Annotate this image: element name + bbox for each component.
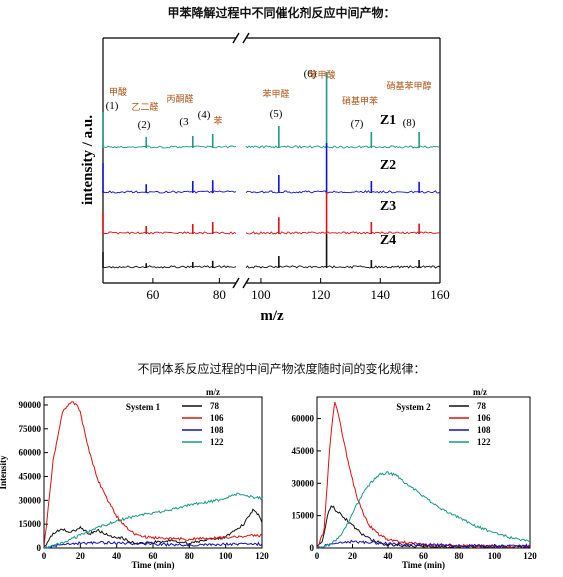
y-tick-label: 45000 bbox=[19, 471, 42, 481]
axis-break-mark bbox=[242, 32, 250, 44]
x-tick-label: 80 bbox=[185, 551, 195, 561]
peak-id-label: (7) bbox=[351, 118, 364, 130]
peak-id-label: (8) bbox=[403, 117, 416, 129]
system2-chart: 0 20 40 60 80 100 120 0 15000 30000 45000 60000 Time… bbox=[292, 387, 538, 570]
x-tick-label: 40 bbox=[112, 551, 122, 561]
spectrum-series-label: Z2 bbox=[380, 158, 396, 173]
top-title: 甲苯降解过程中不同催化剂反应中间产物： bbox=[167, 6, 396, 20]
peak-name-label: 甲酸 bbox=[109, 87, 127, 98]
spectrum-y-label: intensity / a.u. bbox=[80, 115, 96, 205]
legend-title: m/z bbox=[473, 387, 487, 397]
axis-break-mark bbox=[242, 277, 250, 289]
series-line-122 bbox=[43, 492, 263, 549]
spectrum-series-label: Z3 bbox=[380, 199, 396, 214]
plot-frame bbox=[316, 396, 531, 549]
axis-break-mark bbox=[232, 32, 240, 44]
x-tick-label: 0 bbox=[42, 551, 47, 561]
spectrum-x-tick-label: 120 bbox=[311, 287, 331, 302]
spectrum-baseline-Z4 bbox=[102, 265, 441, 269]
peak-name-label: 乙二醛 bbox=[131, 101, 158, 113]
x-tick-label: 20 bbox=[76, 551, 86, 561]
series-line-106 bbox=[43, 401, 263, 548]
x-tick-label: 60 bbox=[149, 551, 159, 561]
x-tick-label: 100 bbox=[219, 551, 233, 561]
x-tick-label: 120 bbox=[255, 551, 269, 561]
peak-name-label: 苯甲酸 bbox=[308, 69, 335, 81]
peak-name-label: 苯 bbox=[213, 115, 222, 127]
y-tick-label: 60000 bbox=[19, 448, 42, 458]
peak-name-label: 苯甲醛 bbox=[262, 88, 289, 100]
x-tick-label: 100 bbox=[488, 551, 502, 561]
peak-name-label: 硝基苯甲醇 bbox=[386, 80, 431, 92]
x-axis-label: Time (min) bbox=[131, 560, 174, 570]
plot-frame bbox=[43, 396, 263, 549]
y-tick-label: 90000 bbox=[19, 400, 42, 410]
spectrum-x-tick-label: 80 bbox=[213, 287, 226, 302]
y-tick-label: 30000 bbox=[19, 495, 42, 505]
bottom-title: 不同体系反应过程的中间产物浓度随时间的变化规律： bbox=[137, 362, 426, 376]
axis-break-mark bbox=[232, 277, 240, 289]
y-tick-label: 0 bbox=[37, 543, 42, 553]
x-tick-label: 0 bbox=[315, 551, 320, 561]
x-tick-label: 40 bbox=[384, 551, 394, 561]
peak-name-label: 硝基甲苯 bbox=[342, 95, 378, 107]
peak-id-label: (5) bbox=[270, 108, 283, 120]
spectrum-baseline-Z2 bbox=[102, 190, 441, 194]
y-tick-label: 45000 bbox=[292, 446, 315, 456]
legend-label-122: 122 bbox=[210, 437, 224, 447]
chart-title: System 1 bbox=[126, 402, 161, 412]
legend-label-108: 108 bbox=[210, 425, 224, 435]
spectrum-x-tick-label: 60 bbox=[146, 287, 159, 302]
legend-label-78: 78 bbox=[477, 401, 487, 411]
legend-label-106: 106 bbox=[210, 413, 224, 423]
spectrum-x-label: m/z bbox=[260, 308, 284, 324]
y-axis-label: Intensity bbox=[0, 455, 8, 490]
spectrum-x-tick-label: 140 bbox=[371, 287, 391, 302]
mass-spectrum-chart: 60 80 100 120 140 160 m/z intensity / a.u. Z1 Z2 Z… bbox=[80, 32, 450, 324]
x-tick-label: 60 bbox=[419, 551, 429, 561]
peak-id-label: (2) bbox=[138, 119, 151, 131]
series-line-78 bbox=[43, 508, 263, 549]
peak-id-label: (1) bbox=[106, 100, 119, 112]
spectrum-x-tick-label: 160 bbox=[430, 287, 450, 302]
legend-title: m/z bbox=[206, 387, 220, 397]
y-tick-label: 60000 bbox=[292, 414, 315, 424]
spectrum-baseline-Z1 bbox=[102, 145, 441, 149]
peak-id-label: (4) bbox=[198, 109, 211, 121]
spectrum-x-tick-label: 100 bbox=[251, 287, 271, 302]
x-axis-label: Time (min) bbox=[402, 560, 445, 570]
series-line-106 bbox=[316, 401, 531, 549]
peak-id-label: (6) bbox=[304, 68, 317, 80]
x-tick-label: 20 bbox=[348, 551, 358, 561]
spectrum-series-label: Z1 bbox=[380, 113, 396, 128]
peak-id-label: (3 bbox=[179, 116, 189, 128]
x-tick-label: 120 bbox=[523, 551, 537, 561]
legend-label-108: 108 bbox=[477, 425, 491, 435]
legend-label-122: 122 bbox=[477, 437, 491, 447]
legend-label-106: 106 bbox=[477, 413, 491, 423]
y-tick-label: 30000 bbox=[292, 478, 315, 488]
y-tick-label: 15000 bbox=[292, 511, 315, 521]
peak-name-label: 丙酮醛 bbox=[166, 93, 193, 105]
chart-title: System 2 bbox=[396, 402, 431, 412]
x-tick-label: 80 bbox=[455, 551, 465, 561]
series-line-122 bbox=[317, 471, 531, 548]
legend-label-78: 78 bbox=[210, 401, 220, 411]
series-line-108 bbox=[316, 539, 531, 549]
series-line-108 bbox=[43, 541, 263, 549]
y-tick-label: 15000 bbox=[19, 519, 42, 529]
y-tick-label: 0 bbox=[310, 543, 315, 553]
spectrum-series-label: Z4 bbox=[380, 233, 396, 248]
system1-chart: 0 20 40 60 80 100 120 0 15000 30000 45000 60000 7500… bbox=[0, 387, 269, 570]
y-tick-label: 75000 bbox=[19, 424, 42, 434]
